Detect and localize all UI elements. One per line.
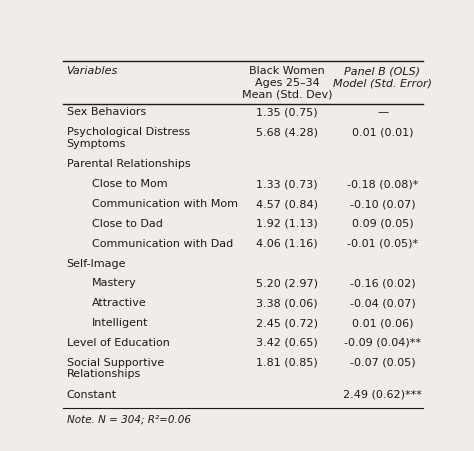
Text: -0.09 (0.04)**: -0.09 (0.04)** xyxy=(344,337,421,347)
Text: Panel B (OLS)
Model (Std. Error): Panel B (OLS) Model (Std. Error) xyxy=(333,66,432,88)
Text: Communication with Dad: Communication with Dad xyxy=(92,238,234,248)
Text: 3.38 (0.06): 3.38 (0.06) xyxy=(256,298,318,308)
Text: -0.18 (0.08)*: -0.18 (0.08)* xyxy=(347,179,418,189)
Text: Black Women
Ages 25–34
Mean (Std. Dev): Black Women Ages 25–34 Mean (Std. Dev) xyxy=(242,66,332,99)
Text: 5.68 (4.28): 5.68 (4.28) xyxy=(256,127,318,137)
Text: Close to Mom: Close to Mom xyxy=(92,179,168,189)
Text: 1.33 (0.73): 1.33 (0.73) xyxy=(256,179,318,189)
Text: -0.10 (0.07): -0.10 (0.07) xyxy=(350,198,415,208)
Text: -0.01 (0.05)*: -0.01 (0.05)* xyxy=(347,238,418,248)
Text: 5.20 (2.97): 5.20 (2.97) xyxy=(256,278,318,288)
Text: 4.57 (0.84): 4.57 (0.84) xyxy=(256,198,318,208)
Text: -0.16 (0.02): -0.16 (0.02) xyxy=(350,278,415,288)
Text: —: — xyxy=(377,107,388,117)
Text: 0.01 (0.06): 0.01 (0.06) xyxy=(352,318,413,327)
Text: -0.04 (0.07): -0.04 (0.07) xyxy=(350,298,415,308)
Text: 4.06 (1.16): 4.06 (1.16) xyxy=(256,238,318,248)
Text: Social Supportive
Relationships: Social Supportive Relationships xyxy=(66,357,164,378)
Text: -0.07 (0.05): -0.07 (0.05) xyxy=(350,357,415,367)
Text: Parental Relationships: Parental Relationships xyxy=(66,159,190,169)
Text: 2.49 (0.62)***: 2.49 (0.62)*** xyxy=(343,389,422,399)
Text: Close to Dad: Close to Dad xyxy=(92,218,163,228)
Text: 1.92 (1.13): 1.92 (1.13) xyxy=(256,218,318,228)
Text: Note. N = 304; R²=0.06: Note. N = 304; R²=0.06 xyxy=(66,414,191,423)
Text: 1.35 (0.75): 1.35 (0.75) xyxy=(256,107,318,117)
Text: 2.45 (0.72): 2.45 (0.72) xyxy=(256,318,318,327)
Text: Communication with Mom: Communication with Mom xyxy=(92,198,238,208)
Text: Intelligent: Intelligent xyxy=(92,318,149,327)
Text: 3.42 (0.65): 3.42 (0.65) xyxy=(256,337,318,347)
Text: Psychological Distress
Symptoms: Psychological Distress Symptoms xyxy=(66,127,190,148)
Text: Self-Image: Self-Image xyxy=(66,258,126,268)
Text: Mastery: Mastery xyxy=(92,278,137,288)
Text: Attractive: Attractive xyxy=(92,298,147,308)
Text: Constant: Constant xyxy=(66,389,117,399)
Text: 0.01 (0.01): 0.01 (0.01) xyxy=(352,127,413,137)
Text: Sex Behaviors: Sex Behaviors xyxy=(66,107,146,117)
Text: Level of Education: Level of Education xyxy=(66,337,170,347)
Text: Variables: Variables xyxy=(66,66,118,76)
Text: 1.81 (0.85): 1.81 (0.85) xyxy=(256,357,318,367)
Text: 0.09 (0.05): 0.09 (0.05) xyxy=(352,218,413,228)
